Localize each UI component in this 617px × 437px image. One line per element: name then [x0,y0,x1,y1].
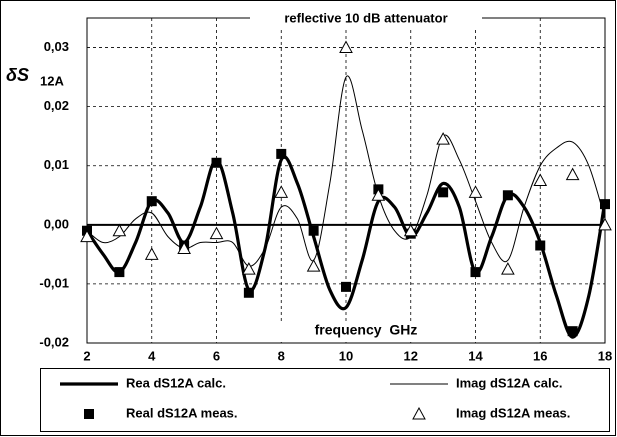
x-tick-label: 2 [83,348,90,363]
marker-triangle [80,229,94,243]
x-tick-label: 8 [278,348,285,363]
x-tick-label: 18 [598,348,612,363]
marker-triangle [468,185,483,198]
marker-square [600,199,610,210]
marker-square [114,267,125,278]
legend-label: Real dS12A meas. [126,405,238,420]
marker-square [84,409,94,419]
line-series [86,75,606,267]
annotation-bg [278,322,454,339]
marker-triangle [403,223,418,237]
title-bg [250,10,482,27]
marker-triangle [112,223,127,237]
marker-triangle [565,167,580,181]
legend-label: Rea dS12A calc. [126,375,226,390]
marker-triangle [242,262,256,275]
legend-label: Imag dS12A calc. [456,375,562,390]
y-tick-label: 0,02 [44,98,69,113]
x-tick-label: 10 [339,348,353,363]
marker-triangle [274,185,289,198]
y-axis-label-subscript: 12A [40,73,64,88]
legend-label: Imag dS12A meas. [456,405,570,420]
line-series [85,155,607,339]
marker-triangle [533,173,548,186]
marker-triangle [436,132,450,145]
marker-triangle [412,406,426,420]
x-tick-label: 6 [213,348,220,363]
marker-triangle [598,217,612,231]
marker-triangle [306,259,321,272]
x-tick-label: 16 [533,348,547,363]
y-tick-label: -0,01 [39,275,69,290]
chart-title: reflective 10 dB attenuator [284,10,447,25]
marker-square [567,326,578,337]
x-tick-label: 4 [148,348,156,363]
marker-square [276,148,287,159]
marker-square [243,287,254,298]
marker-square [470,267,481,278]
y-axis-label: δS [6,65,29,85]
y-tick-label: 0,03 [44,39,69,54]
marker-triangle [371,188,386,201]
x-tick-label: 14 [468,348,483,363]
y-tick-label: -0,02 [39,334,69,349]
marker-square [146,196,157,207]
marker-square [308,225,319,236]
annotation: frequency GHz [315,322,418,338]
marker-triangle [501,262,515,275]
y-tick-label: 0,01 [44,157,69,172]
marker-square [438,187,449,198]
legend [40,368,610,432]
marker-square [341,281,351,292]
marker-square [211,157,222,168]
marker-triangle [177,241,191,254]
marker-square [502,190,513,201]
marker-triangle [209,226,224,240]
marker-square [535,240,546,251]
marker-triangle [339,40,353,54]
x-tick-label: 12 [404,348,418,363]
marker-triangle [144,247,159,260]
y-tick-label: 0,00 [44,216,69,231]
plot: 2 4 6 8 10 12 14 16 18 -0,02 -0,01 0,00 0,01 0,02 0,03 [39,17,612,363]
